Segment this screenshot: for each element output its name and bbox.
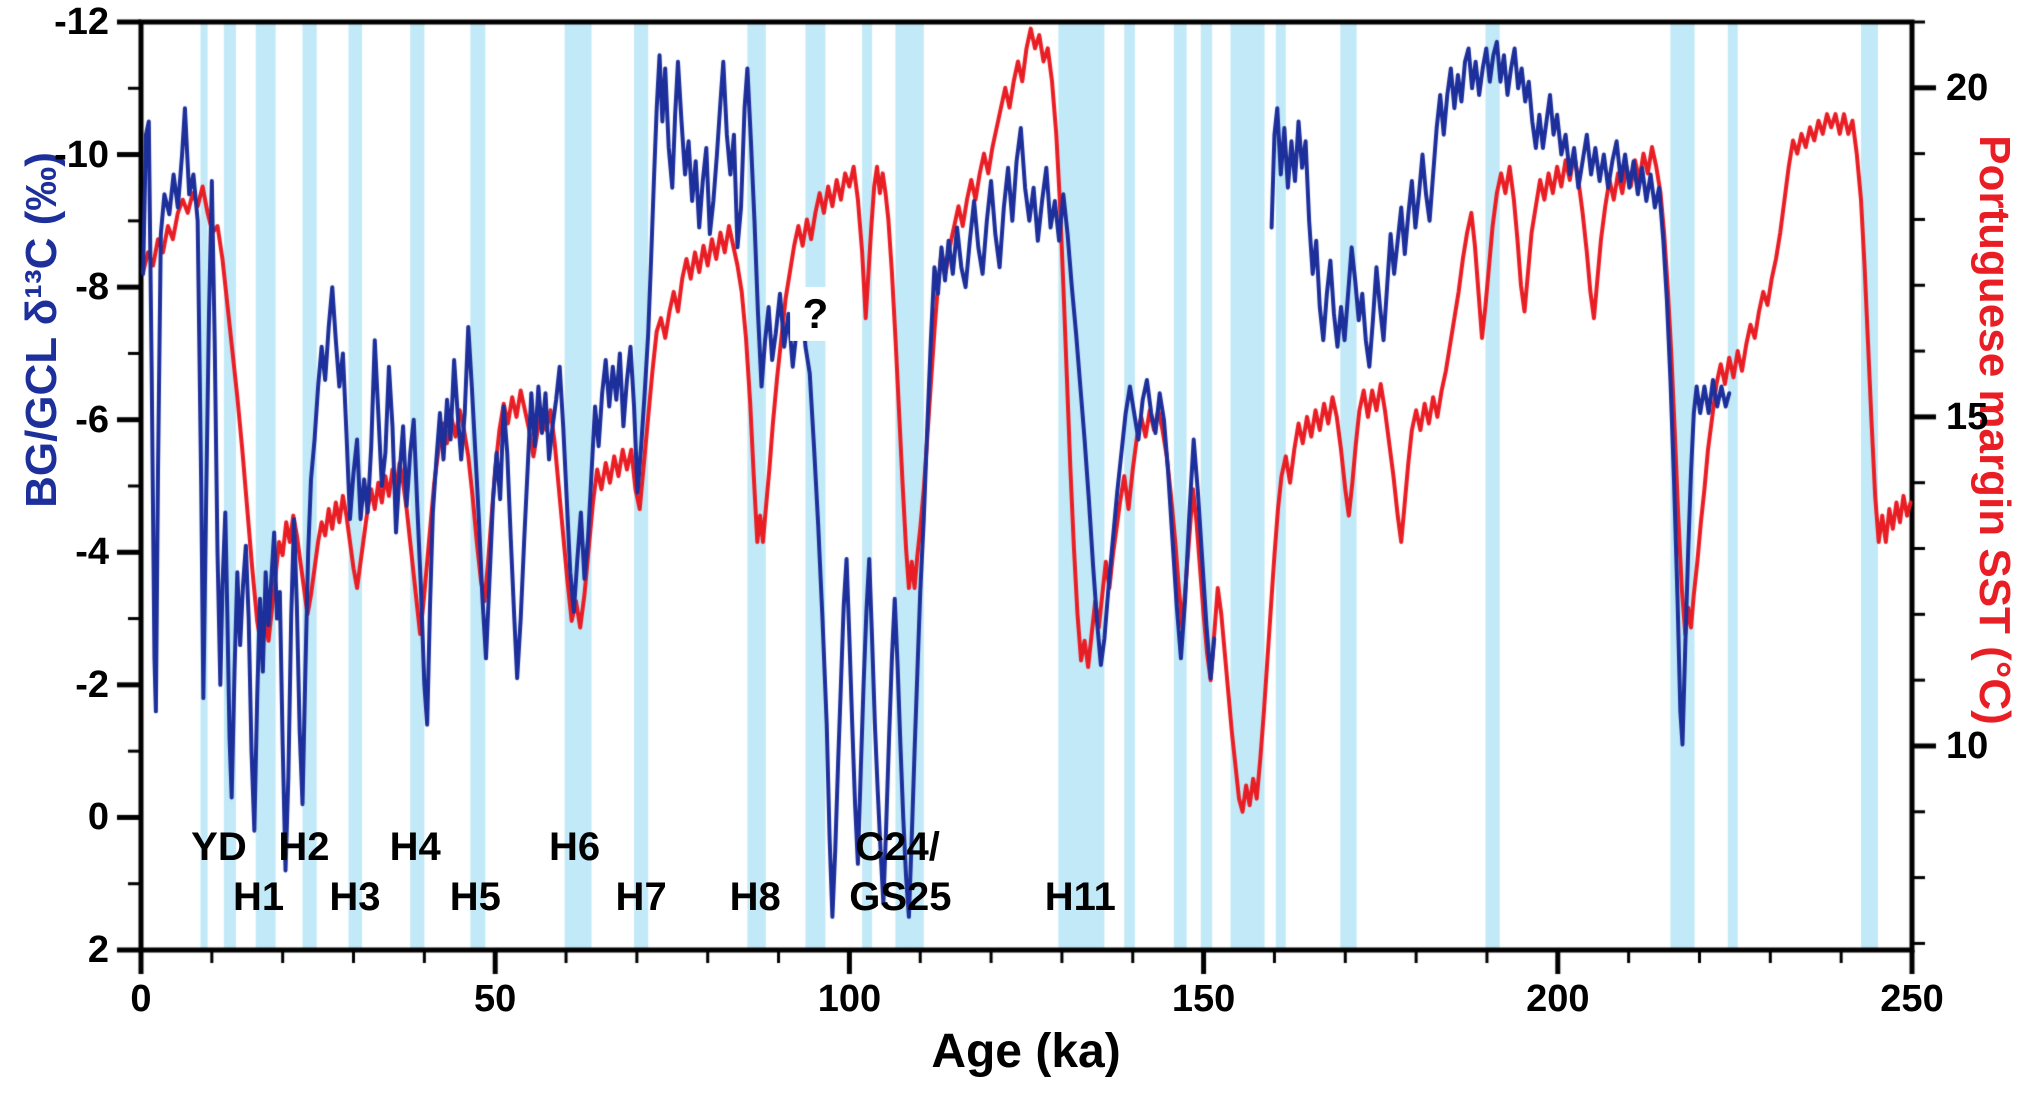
event-label-h3: H3 [329,874,381,919]
event-label-yd: YD [191,825,247,870]
x-tick-label: 50 [474,978,517,1020]
y-left-tick-label: -10 [54,133,109,176]
event-label-h11: H11 [1044,874,1116,919]
event-label-h5: H5 [449,874,501,919]
question-annotation: ? [790,286,841,341]
x-axis-title: Age (ka) [931,1025,1121,1078]
y-right-tick-label: 10 [1946,724,1989,767]
x-tick-label: 100 [817,978,882,1020]
y-right-tick-label: 15 [1946,395,1989,438]
x-tick-label: 200 [1526,978,1590,1020]
event-label-gs25: GS25 [849,874,952,919]
y-left-tick-label: -6 [75,398,109,441]
x-tick-label: 0 [130,978,152,1020]
left-axis-title: BG/GCL δ¹³C (‰) [17,152,66,508]
event-label-h7: H7 [615,874,667,919]
y-right-tick-label: 20 [1946,66,1989,109]
event-label-h1: H1 [233,874,285,919]
x-tick-label: 250 [1880,978,1944,1020]
x-tick-label: 150 [1171,978,1236,1020]
y-left-tick-label: -12 [54,1,109,43]
event-label-h4: H4 [389,825,441,870]
y-left-tick-label: -2 [75,663,109,706]
y-left-tick-label: 0 [87,796,109,839]
y-left-tick-label: -4 [75,531,109,574]
event-label-h2: H2 [278,825,330,870]
event-label-c24: C24/ [855,825,940,870]
y-left-tick-label: -8 [75,266,109,309]
y-left-tick-label: 2 [87,929,109,971]
event-label-h8: H8 [729,874,781,919]
event-label-h6: H6 [548,825,601,870]
